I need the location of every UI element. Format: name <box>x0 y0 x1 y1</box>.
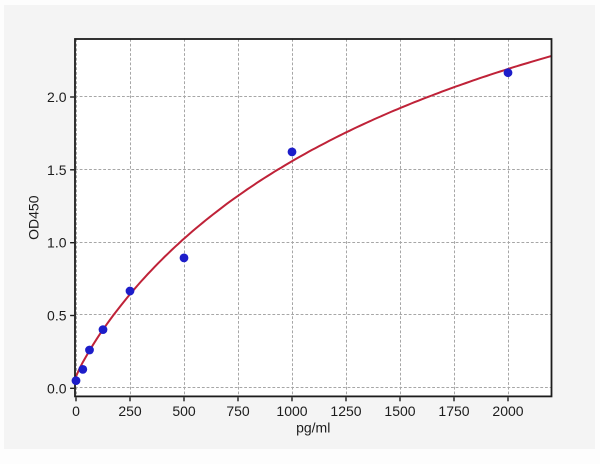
svg-text:2000: 2000 <box>492 403 523 419</box>
svg-text:pg/ml: pg/ml <box>296 420 330 436</box>
svg-text:1.0: 1.0 <box>47 235 67 251</box>
svg-text:2.0: 2.0 <box>47 89 67 105</box>
svg-text:1.5: 1.5 <box>47 162 67 178</box>
svg-text:250: 250 <box>118 403 142 419</box>
svg-text:OD450: OD450 <box>26 195 42 240</box>
svg-text:0: 0 <box>72 403 80 419</box>
svg-text:1500: 1500 <box>384 403 415 419</box>
svg-text:1250: 1250 <box>330 403 361 419</box>
svg-text:1000: 1000 <box>276 403 307 419</box>
svg-text:0.5: 0.5 <box>47 308 67 324</box>
svg-text:750: 750 <box>226 403 250 419</box>
svg-text:500: 500 <box>172 403 196 419</box>
svg-text:1750: 1750 <box>438 403 469 419</box>
svg-text:0.0: 0.0 <box>47 380 67 396</box>
